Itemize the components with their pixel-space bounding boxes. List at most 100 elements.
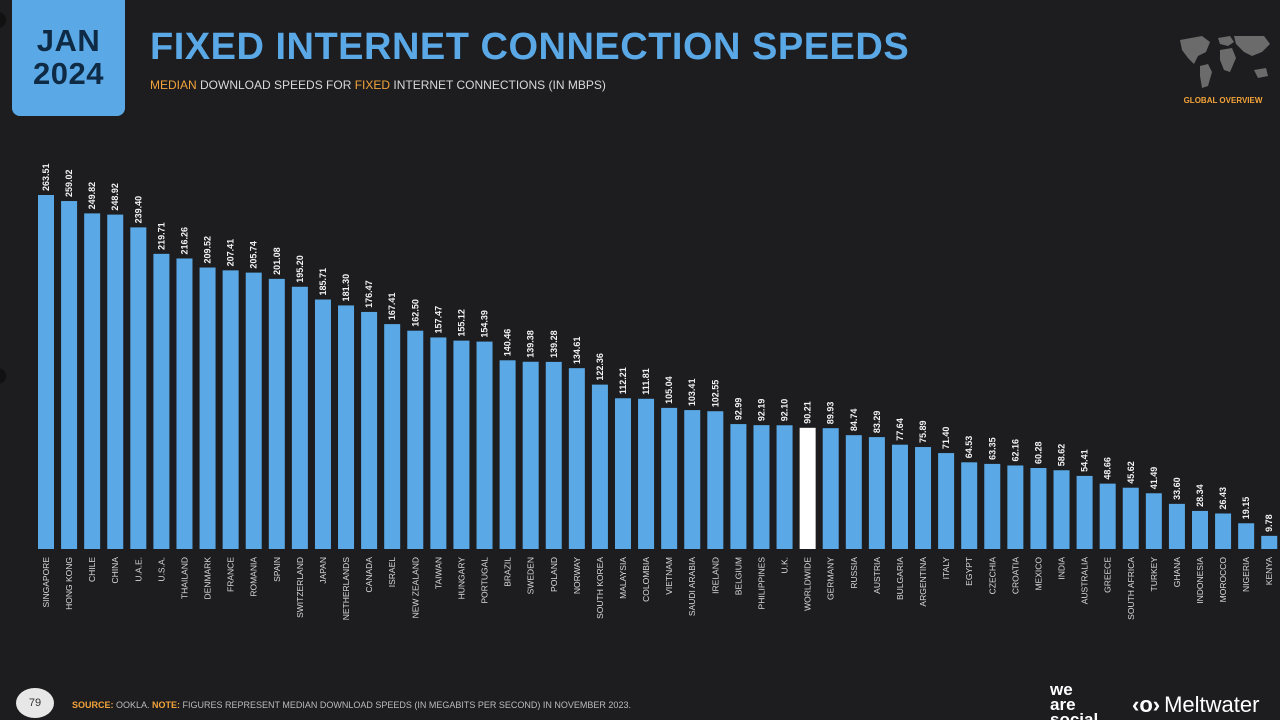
bar-value-label: 48.66	[1103, 457, 1113, 480]
bar-value-label: 45.62	[1126, 461, 1136, 484]
category-label: BRAZIL	[503, 557, 513, 587]
bar-value-label: 41.49	[1149, 467, 1159, 490]
bar-nigeria	[1238, 523, 1255, 549]
bar-south-korea	[591, 384, 608, 549]
bar-romania	[245, 272, 262, 549]
category-label: GREECE	[1103, 557, 1113, 593]
bar-value-label: 63.35	[987, 437, 997, 460]
bar-singapore	[38, 195, 54, 549]
bar-value-label: 62.16	[1010, 439, 1020, 462]
source-note: SOURCE: OOKLA. NOTE: FIGURES REPRESENT M…	[72, 700, 631, 710]
bar-value-label: 92.99	[733, 398, 743, 421]
category-label: CROATIA	[1010, 557, 1020, 594]
bar-kenya	[1261, 535, 1278, 549]
category-label: KENYA	[1264, 557, 1274, 586]
category-label: SPAIN	[272, 557, 282, 582]
bar-value-label: 84.74	[849, 409, 859, 432]
bar-chile	[84, 213, 101, 549]
bar-value-label: 60.28	[1033, 441, 1043, 464]
subtitle-text-2: INTERNET CONNECTIONS (IN MBPS)	[390, 78, 606, 92]
subtitle-text-1: DOWNLOAD SPEEDS FOR	[196, 78, 355, 92]
bar-value-label: 75.89	[918, 421, 928, 444]
bar-indonesia	[1192, 510, 1208, 549]
category-label: SAUDI ARABIA	[687, 557, 697, 616]
category-label: BELGIUM	[733, 557, 743, 595]
bar-ireland	[707, 411, 724, 549]
bar-vietnam	[661, 407, 678, 549]
bar-value-label: 181.30	[341, 274, 351, 302]
category-label: CHINA	[110, 557, 120, 584]
category-label: COLOMBIA	[641, 557, 651, 602]
category-label: ITALY	[941, 557, 951, 580]
bar-switzerland	[291, 286, 308, 549]
category-label: GHANA	[1172, 557, 1182, 588]
bar-u-a-e	[130, 227, 147, 549]
bar-norway	[568, 368, 585, 549]
category-label: VIETNAM	[664, 557, 674, 595]
bar-value-label: 134.61	[572, 337, 582, 365]
bar-value-label: 111.81	[641, 368, 651, 395]
edge-dot-middle	[0, 368, 6, 384]
meltwater-wordmark: Meltwater	[1164, 692, 1260, 717]
note-value: FIGURES REPRESENT MEDIAN DOWNLOAD SPEEDS…	[180, 700, 631, 710]
category-label: INDIA	[1057, 557, 1067, 580]
bar-u-s-a	[153, 253, 170, 549]
bar-value-label: 155.12	[456, 309, 466, 337]
bar-value-label: 102.55	[710, 380, 720, 408]
bar-argentina	[915, 447, 932, 549]
bar-hungary	[453, 340, 470, 549]
bar-value-label: 33.60	[1172, 477, 1182, 500]
bar-value-label: 64.53	[964, 436, 974, 459]
category-label: ROMANIA	[249, 557, 259, 597]
category-label: NETHERLANDS	[341, 557, 351, 621]
category-label: HONG KONG	[64, 557, 74, 610]
bar-philippines	[753, 425, 770, 549]
bar-value-label: 154.39	[480, 310, 490, 338]
category-label: CHILE	[87, 557, 97, 582]
subtitle-highlight-median: MEDIAN	[150, 78, 197, 92]
bar-turkey	[1145, 493, 1162, 549]
category-label: CANADA	[364, 557, 374, 593]
bar-mexico	[1030, 468, 1047, 549]
bar-value-label: 92.19	[756, 399, 766, 422]
bar-value-label: 216.26	[179, 227, 189, 255]
bar-china	[107, 214, 124, 549]
bar-netherlands	[338, 305, 355, 549]
category-label: SWEDEN	[526, 557, 536, 594]
page-number: 79	[16, 688, 54, 718]
category-label: DENMARK	[203, 557, 213, 600]
meltwater-logo: ‹o› Meltwater	[1132, 692, 1280, 718]
bar-value-label: 89.93	[826, 402, 836, 425]
bar-value-label: 195.20	[295, 255, 305, 283]
bar-value-label: 176.47	[364, 280, 374, 308]
bar-germany	[822, 428, 839, 549]
bar-hong-kong	[61, 201, 78, 549]
category-label: POLAND	[549, 557, 559, 592]
category-label: NIGERIA	[1241, 557, 1251, 592]
category-label: TURKEY	[1149, 557, 1159, 592]
bar-croatia	[1007, 465, 1024, 549]
bar-value-label: 77.64	[895, 418, 905, 441]
category-label: FRANCE	[226, 557, 236, 592]
bar-value-label: 209.52	[203, 236, 213, 264]
category-label: SOUTH AFRICA	[1126, 557, 1136, 620]
bar-france	[222, 270, 239, 549]
category-label: AUSTRIA	[872, 557, 882, 594]
bar-value-label: 167.41	[387, 293, 397, 321]
bar-value-label: 207.41	[226, 239, 236, 267]
category-label: INDONESIA	[1195, 557, 1205, 604]
category-label: EGYPT	[964, 557, 974, 586]
bar-israel	[384, 324, 401, 549]
footer: 79 SOURCE: OOKLA. NOTE: FIGURES REPRESEN…	[0, 682, 1280, 720]
date-year: 2024	[33, 56, 104, 91]
bar-value-label: 185.71	[318, 268, 328, 296]
bar-australia	[1076, 475, 1093, 549]
category-label: ARGENTINA	[918, 557, 928, 607]
bar-value-label: 205.74	[249, 241, 259, 269]
bar-new-zealand	[407, 330, 424, 549]
bar-brazil	[499, 360, 516, 549]
bar-value-label: 105.04	[664, 376, 674, 404]
bar-value-label: 157.47	[433, 306, 443, 334]
bar-value-label: 83.29	[872, 411, 882, 434]
bar-russia	[845, 435, 862, 549]
